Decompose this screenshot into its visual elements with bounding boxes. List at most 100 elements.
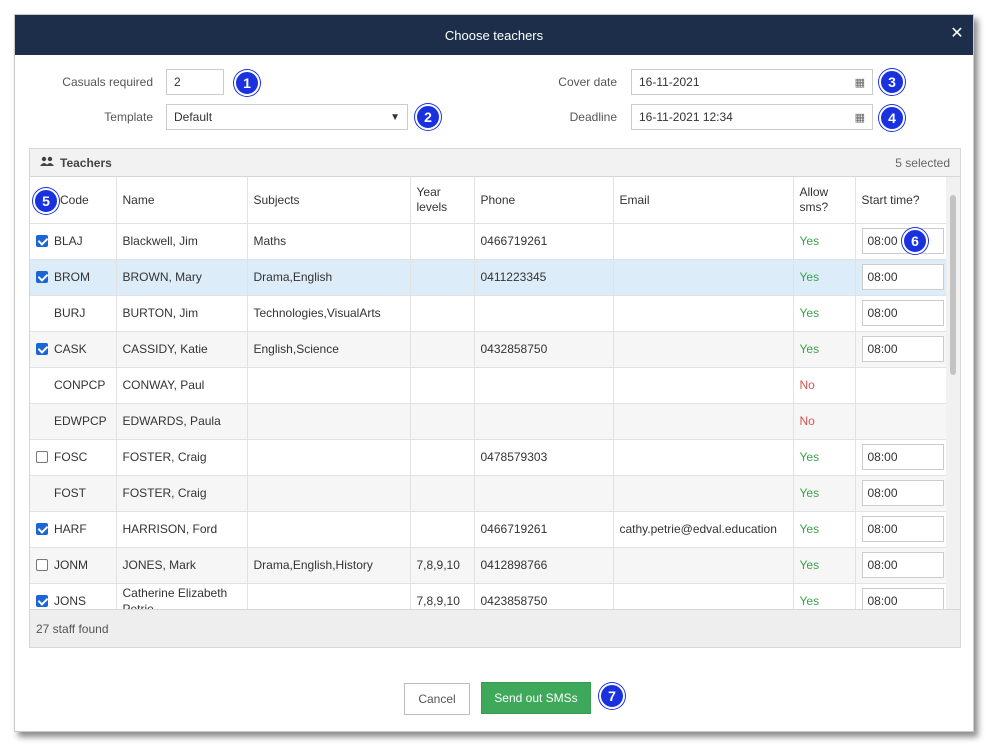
teachers-table: Code Name Subjects Year levels Phone Ema…	[30, 177, 948, 610]
code-cell-wrap: HARF	[36, 522, 110, 536]
teacher-phone: 0423858750	[480, 594, 548, 608]
column-header-name[interactable]: Name	[116, 177, 248, 224]
template-select[interactable]: Default ▼	[166, 104, 408, 130]
start-time-input[interactable]: 08:00	[861, 300, 944, 326]
teacher-subjects: Technologies,VisualArts	[253, 306, 381, 320]
cell-allow-sms: Yes	[793, 475, 856, 512]
deadline-label: Deadline	[569, 110, 617, 124]
callout-badge-4: 4	[879, 105, 905, 131]
teacher-code: JONS	[54, 594, 87, 608]
table-row[interactable]: BURJ BURTON, Jim Technologies,VisualArts Ye…	[30, 295, 948, 332]
callout-badge-7: 7	[599, 683, 625, 709]
column-header-email[interactable]: Email	[613, 177, 794, 224]
teacher-allow-sms: Yes	[799, 522, 820, 536]
start-time-input[interactable]: 08:00	[861, 444, 944, 470]
teacher-phone: 0411223345	[480, 270, 547, 284]
row-select-checkbox[interactable]	[36, 595, 48, 607]
teacher-year-levels: 7,8,9,10	[416, 594, 460, 608]
cell-name: FOSTER, Craig	[116, 439, 248, 476]
scrollbar-thumb[interactable]	[950, 195, 956, 375]
table-row[interactable]: BLAJ Blackwell, Jim Maths 0466719261 Yes 08:0…	[30, 223, 948, 260]
teacher-allow-sms: Yes	[799, 306, 820, 320]
teachers-panel: Teachers 5 selected Code Name Subjects Y…	[29, 148, 961, 648]
teacher-phone: 0466719261	[480, 234, 548, 248]
cell-email	[613, 295, 794, 332]
teacher-name: HARRISON, Ford	[122, 522, 218, 536]
row-select-checkbox[interactable]	[36, 523, 48, 535]
column-header-phone[interactable]: Phone	[474, 177, 614, 224]
cell-subjects	[247, 403, 411, 440]
column-header-allow-sms[interactable]: Allow sms?	[793, 177, 856, 224]
cover-date-value: 16-11-2021	[639, 75, 700, 89]
chevron-down-icon: ▼	[390, 111, 400, 123]
row-select-checkbox[interactable]	[36, 559, 48, 571]
start-time-input[interactable]: 08:00	[861, 336, 944, 362]
users-icon	[40, 156, 54, 170]
start-time-input[interactable]: 08:00	[861, 588, 944, 610]
calendar-icon[interactable]: ▦	[854, 76, 865, 89]
cell-start-time: 08:00	[855, 547, 948, 584]
cancel-button[interactable]: Cancel	[404, 683, 470, 715]
teachers-table-body: BLAJ Blackwell, Jim Maths 0466719261 Yes 08:0…	[30, 223, 948, 610]
table-row[interactable]: JONS Catherine Elizabeth Petrie 7,8,9,10 04…	[30, 583, 948, 610]
table-scrollbar[interactable]	[946, 177, 960, 610]
cell-allow-sms: Yes	[793, 583, 856, 610]
table-row[interactable]: CONPCP CONWAY, Paul No	[30, 367, 948, 404]
callout-badge-3: 3	[879, 69, 905, 95]
cell-start-time: 08:00	[855, 439, 948, 476]
start-time-input[interactable]: 08:00	[861, 516, 944, 542]
cell-start-time: 08:00	[855, 259, 948, 296]
table-row[interactable]: CASK CASSIDY, Katie English,Science 0432858…	[30, 331, 948, 368]
cell-phone	[474, 295, 614, 332]
column-header-start-time[interactable]: Start time?	[855, 177, 948, 224]
table-row[interactable]: BROM BROWN, Mary Drama,English 0411223345 Ye…	[30, 259, 948, 296]
cell-name: CASSIDY, Katie	[116, 331, 248, 368]
cell-subjects: Drama,English	[247, 259, 411, 296]
start-time-input[interactable]: 08:00	[861, 480, 944, 506]
close-icon[interactable]: ✕	[950, 25, 964, 42]
cell-email	[613, 259, 794, 296]
row-select-checkbox[interactable]	[36, 451, 48, 463]
row-select-checkbox[interactable]	[36, 235, 48, 247]
table-header-row: Code Name Subjects Year levels Phone Ema…	[30, 177, 948, 224]
column-header-year-levels[interactable]: Year levels	[410, 177, 475, 224]
row-select-checkbox[interactable]	[36, 343, 48, 355]
table-row[interactable]: FOSC FOSTER, Craig 0478579303 Yes 08:00	[30, 439, 948, 476]
table-row[interactable]: EDWPCP EDWARDS, Paula No	[30, 403, 948, 440]
teachers-panel-title: Teachers	[60, 155, 112, 170]
cell-code: BURJ	[30, 295, 117, 332]
table-row[interactable]: FOST FOSTER, Craig Yes 08:00	[30, 475, 948, 512]
template-row: Template Default ▼	[35, 104, 408, 130]
deadline-input[interactable]: 16-11-2021 12:34 ▦	[631, 104, 873, 130]
cell-code: FOSC	[30, 439, 117, 476]
teacher-name: EDWARDS, Paula	[122, 414, 221, 428]
teacher-allow-sms: Yes	[799, 594, 820, 608]
cell-start-time: 08:00	[855, 511, 948, 548]
cell-phone	[474, 475, 614, 512]
cell-code: BROM	[30, 259, 117, 296]
table-row[interactable]: JONM JONES, Mark Drama,English,History 7,8,…	[30, 547, 948, 584]
teacher-name: JONES, Mark	[122, 558, 196, 572]
cell-subjects	[247, 439, 411, 476]
cell-email: cathy.petrie@edval.education	[613, 511, 794, 548]
cell-start-time	[855, 403, 948, 440]
row-select-checkbox[interactable]	[36, 271, 48, 283]
cell-phone: 0466719261	[474, 223, 614, 260]
column-header-subjects[interactable]: Subjects	[247, 177, 411, 224]
cell-allow-sms: Yes	[793, 439, 856, 476]
cell-year-levels	[410, 259, 475, 296]
calendar-icon[interactable]: ▦	[854, 111, 865, 124]
start-time-input[interactable]: 08:00	[861, 264, 944, 290]
table-row[interactable]: HARF HARRISON, Ford 0466719261 cathy.petrie…	[30, 511, 948, 548]
code-cell-wrap: CASK	[36, 342, 110, 356]
code-cell-wrap: BROM	[36, 270, 110, 284]
teacher-name: CONWAY, Paul	[122, 378, 205, 392]
cell-name: BROWN, Mary	[116, 259, 248, 296]
casuals-input[interactable]: 2	[166, 69, 224, 95]
cell-phone: 0412898766	[474, 547, 614, 584]
teacher-year-levels: 7,8,9,10	[416, 558, 460, 572]
start-time-input[interactable]: 08:00	[861, 552, 944, 578]
cover-date-input[interactable]: 16-11-2021 ▦	[631, 69, 873, 95]
teachers-table-wrapper[interactable]: Code Name Subjects Year levels Phone Ema…	[30, 177, 948, 610]
send-sms-button[interactable]: Send out SMSs	[481, 682, 591, 714]
